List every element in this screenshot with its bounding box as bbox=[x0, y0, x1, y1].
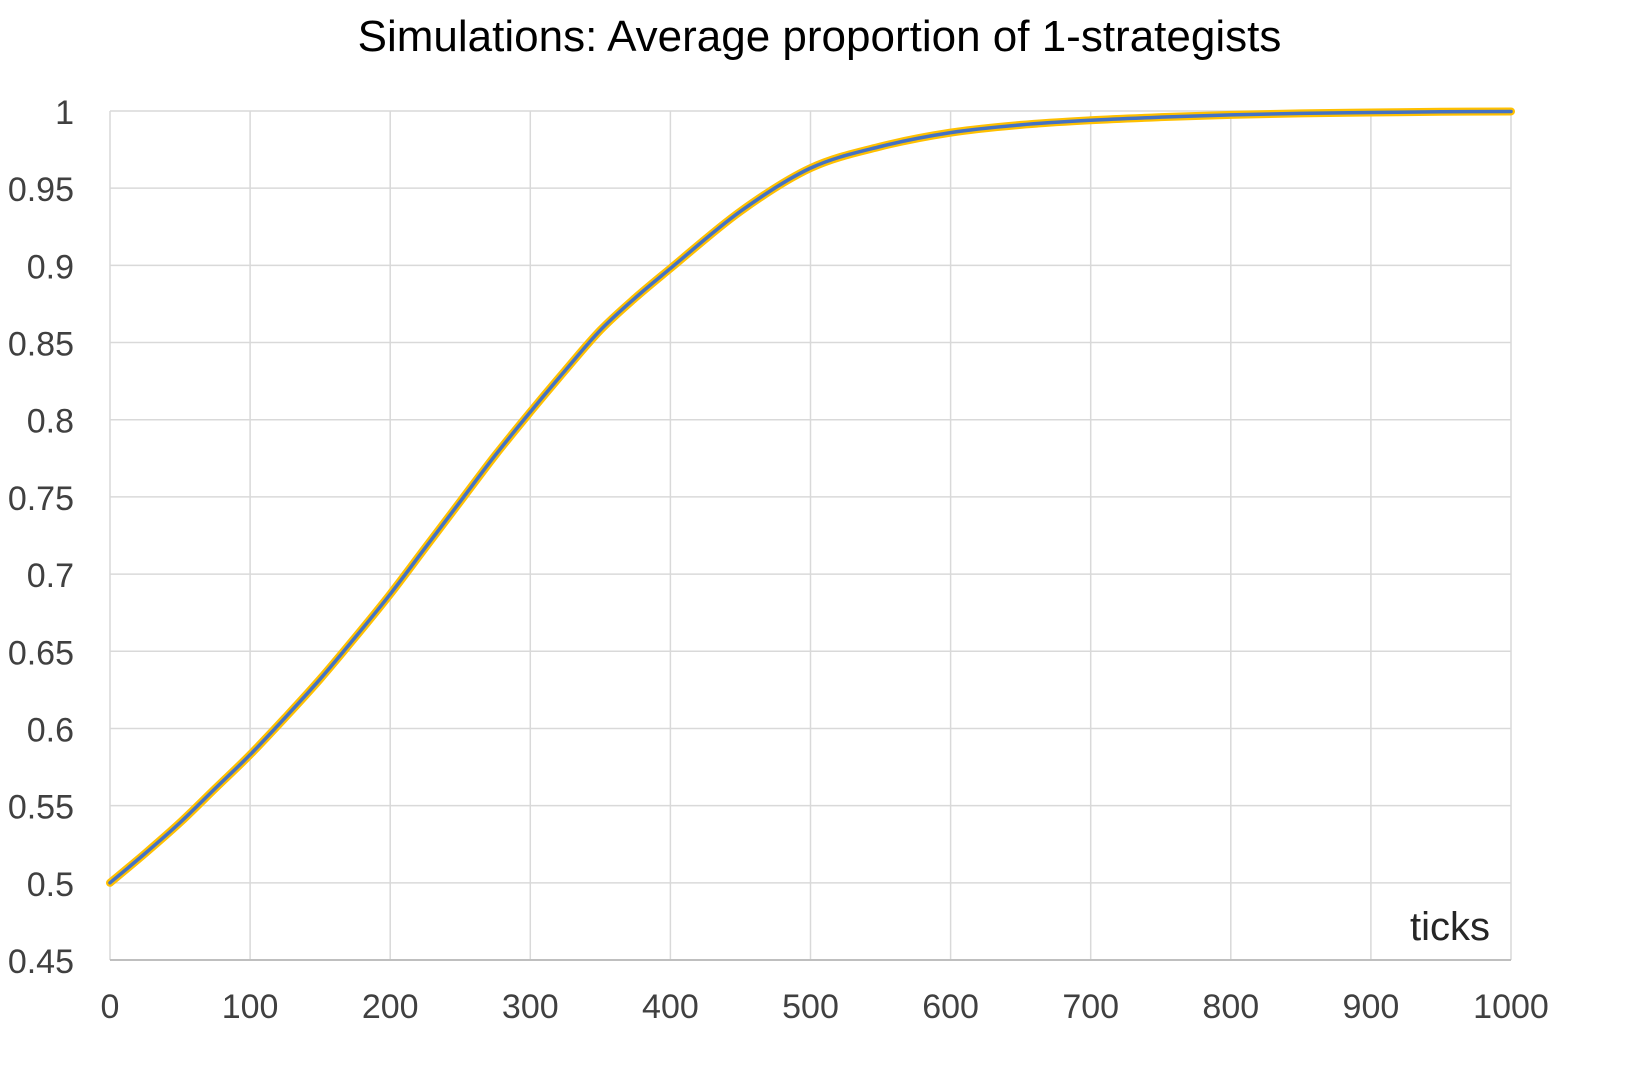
x-tick-label: 200 bbox=[362, 988, 419, 1026]
y-tick-label: 0.6 bbox=[27, 711, 74, 749]
y-tick-label: 0.65 bbox=[8, 634, 74, 672]
y-tick-label: 0.9 bbox=[27, 248, 74, 286]
x-tick-label: 300 bbox=[502, 988, 559, 1026]
x-tick-label: 600 bbox=[922, 988, 979, 1026]
x-tick-label: 400 bbox=[642, 988, 699, 1026]
y-tick-label: 0.8 bbox=[27, 403, 74, 441]
x-tick-label: 0 bbox=[101, 988, 120, 1026]
chart-title: Simulations: Average proportion of 1-str… bbox=[357, 12, 1282, 61]
y-tick-label: 1 bbox=[55, 94, 74, 132]
y-tick-label: 0.55 bbox=[8, 789, 74, 827]
x-tick-label: 1000 bbox=[1473, 988, 1549, 1026]
y-tick-label: 0.75 bbox=[8, 480, 74, 518]
x-tick-label: 700 bbox=[1062, 988, 1119, 1026]
y-tick-label: 0.85 bbox=[8, 326, 74, 364]
x-tick-label: 100 bbox=[222, 988, 279, 1026]
x-tick-label: 800 bbox=[1202, 988, 1259, 1026]
series-line-1 bbox=[108, 109, 1513, 885]
y-tick-label: 0.5 bbox=[27, 866, 74, 904]
x-tick-label: 500 bbox=[782, 988, 839, 1026]
x-tick-label: 900 bbox=[1343, 988, 1400, 1026]
y-tick-label: 0.7 bbox=[27, 557, 74, 595]
y-tick-label: 0.45 bbox=[8, 943, 74, 981]
y-tick-label: 0.95 bbox=[8, 171, 74, 209]
x-axis-label: ticks bbox=[1410, 905, 1490, 949]
